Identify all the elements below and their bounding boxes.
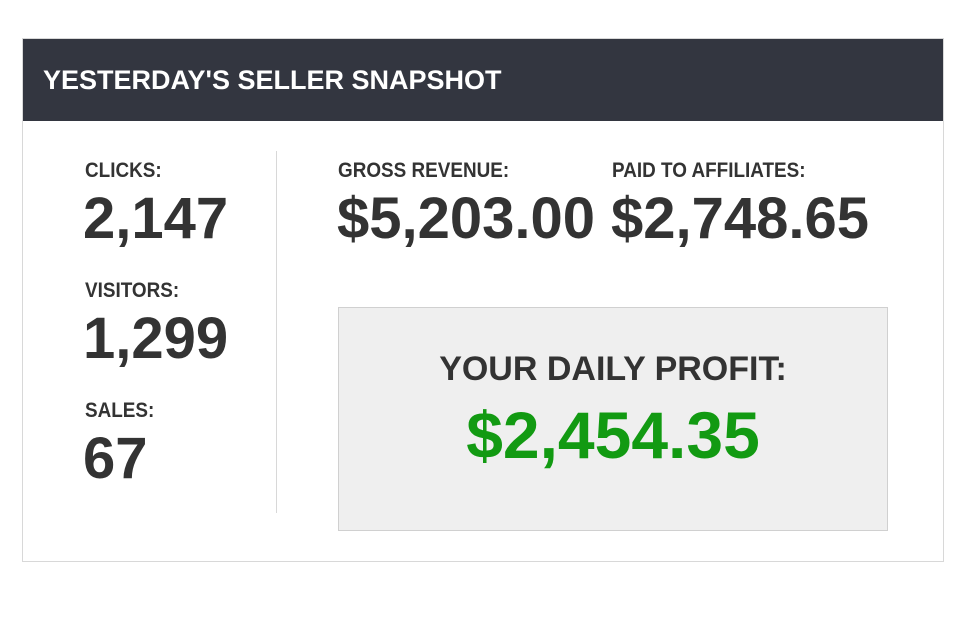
stat-value: 1,299 [83,306,229,371]
stat-label: CLICKS: [85,159,162,182]
profit-value: $2,454.35 [466,398,760,472]
panel-title: YESTERDAY'S SELLER SNAPSHOT [23,39,943,121]
divider [276,151,277,513]
stat-value: 67 [83,426,148,491]
snapshot-panel: YESTERDAY'S SELLER SNAPSHOT CLICKS: 2,14… [22,38,944,562]
stat-value: 2,147 [83,186,229,251]
stat-value: $5,203.00 [337,186,596,251]
profit-box: YOUR DAILY PROFIT: $2,454.35 [338,307,888,531]
profit-label: YOUR DAILY PROFIT: [439,350,787,388]
stat-value: $2,748.65 [611,186,870,251]
stat-label: PAID TO AFFILIATES: [612,159,806,182]
stat-label: GROSS REVENUE: [338,159,510,182]
stat-label: VISITORS: [85,279,180,302]
stat-label: SALES: [85,399,155,422]
